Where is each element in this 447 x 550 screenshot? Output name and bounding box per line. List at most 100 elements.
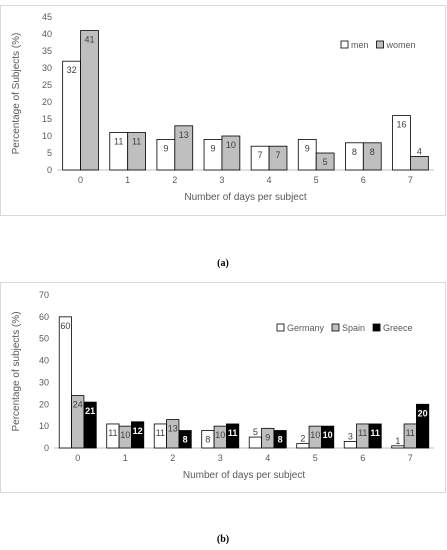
legend-swatch-women: [376, 40, 384, 49]
legend-swatch-greece: [372, 323, 381, 332]
legend-swatch-spain: [331, 323, 340, 332]
x-tick-label: 5: [314, 175, 319, 185]
bar-greece: [321, 425, 335, 449]
bar-greece: [131, 421, 145, 449]
legend-swatch-men: [340, 40, 349, 49]
data-label: 11: [114, 137, 123, 147]
legend-label: Germany: [287, 323, 325, 333]
legend-label: Greece: [383, 323, 413, 333]
data-label: 11: [108, 428, 117, 438]
x-tick-label: 6: [360, 453, 365, 463]
x-tick-label: 1: [125, 175, 130, 185]
data-label: 11: [358, 428, 367, 438]
data-label: 9: [265, 432, 270, 442]
legend-label: men: [351, 40, 369, 50]
y-tick-label: 50: [39, 334, 49, 344]
bar-women: [174, 125, 194, 171]
bar-men: [392, 115, 411, 171]
x-tick-label: 0: [75, 453, 80, 463]
bar-germany: [58, 316, 72, 449]
y-tick-label: 25: [42, 80, 52, 90]
x-tick-label: 7: [408, 453, 413, 463]
x-tick-label: 3: [219, 175, 224, 185]
y-tick-label: 60: [39, 312, 49, 322]
data-label: 24: [73, 400, 83, 410]
y-axis-title: Percentage of subjects (%): [11, 311, 22, 431]
data-label: 8: [205, 435, 210, 445]
data-label: 13: [168, 424, 178, 434]
data-label: 5: [323, 157, 328, 167]
data-label: 16: [396, 120, 406, 130]
chart-frame: [0, 282, 446, 493]
x-axis-title: Number of days per subject: [183, 470, 306, 481]
y-tick-label: 10: [42, 131, 52, 141]
data-label: 8: [278, 435, 283, 445]
y-tick-label: 10: [39, 421, 49, 431]
x-tick-label: 7: [408, 175, 413, 185]
data-label: 7: [276, 150, 281, 160]
y-tick-label: 5: [47, 148, 52, 158]
chart-frame: [0, 5, 446, 216]
bar-greece: [226, 423, 240, 449]
bar-greece: [178, 430, 192, 449]
x-tick-label: 2: [172, 175, 177, 185]
data-label: 10: [310, 430, 320, 440]
data-label: 7: [258, 150, 263, 160]
data-label: 2: [300, 434, 305, 444]
data-label: 11: [406, 428, 415, 438]
data-label: 10: [226, 140, 236, 150]
x-tick-label: 5: [313, 453, 318, 463]
caption-a: (a): [217, 258, 229, 269]
x-tick-label: 4: [267, 175, 272, 185]
y-tick-label: 15: [42, 114, 52, 124]
data-label: 11: [228, 428, 238, 438]
y-tick-label: 20: [39, 399, 49, 409]
data-label: 9: [305, 143, 310, 153]
y-tick-label: 40: [42, 29, 52, 39]
data-label: 8: [352, 147, 357, 157]
data-label: 9: [210, 143, 215, 153]
bar-women: [362, 142, 382, 171]
data-label: 3: [348, 431, 353, 441]
data-label: 21: [85, 406, 95, 416]
data-label: 13: [179, 130, 189, 140]
bar-greece: [273, 430, 287, 449]
data-label: 4: [417, 146, 422, 156]
x-tick-label: 1: [123, 453, 128, 463]
y-tick-label: 45: [42, 12, 52, 22]
bar-germany: [248, 436, 262, 449]
data-label: 60: [60, 321, 70, 331]
bar-germany: [343, 441, 357, 449]
bar-women: [410, 155, 429, 171]
y-tick-label: 30: [39, 377, 49, 387]
bar-women: [315, 152, 335, 171]
data-label: 9: [163, 143, 168, 153]
data-label: 12: [133, 426, 143, 436]
data-label: 1: [395, 436, 400, 446]
y-tick-label: 20: [42, 97, 52, 107]
y-tick-label: 35: [42, 46, 52, 56]
bar-greece: [368, 423, 382, 449]
x-tick-label: 2: [170, 453, 175, 463]
data-label: 11: [156, 428, 165, 438]
data-label: 8: [183, 435, 188, 445]
data-label: 10: [215, 430, 225, 440]
y-tick-label: 30: [42, 63, 52, 73]
data-label: 5: [253, 427, 258, 437]
bar-women: [221, 135, 241, 171]
bar-germany: [391, 445, 405, 449]
x-axis-title: Number of days per subject: [184, 192, 307, 203]
y-tick-label: 0: [44, 443, 49, 453]
data-label: 11: [132, 137, 141, 147]
data-label: 32: [67, 65, 77, 75]
legend-label: Spain: [342, 323, 365, 333]
data-label: 20: [418, 408, 428, 418]
bar-men: [62, 60, 81, 171]
legend-label: women: [386, 40, 416, 50]
y-tick-label: 70: [39, 290, 49, 300]
data-label: 11: [370, 428, 380, 438]
y-axis-title: Percentage of Subjects (%): [11, 33, 22, 155]
